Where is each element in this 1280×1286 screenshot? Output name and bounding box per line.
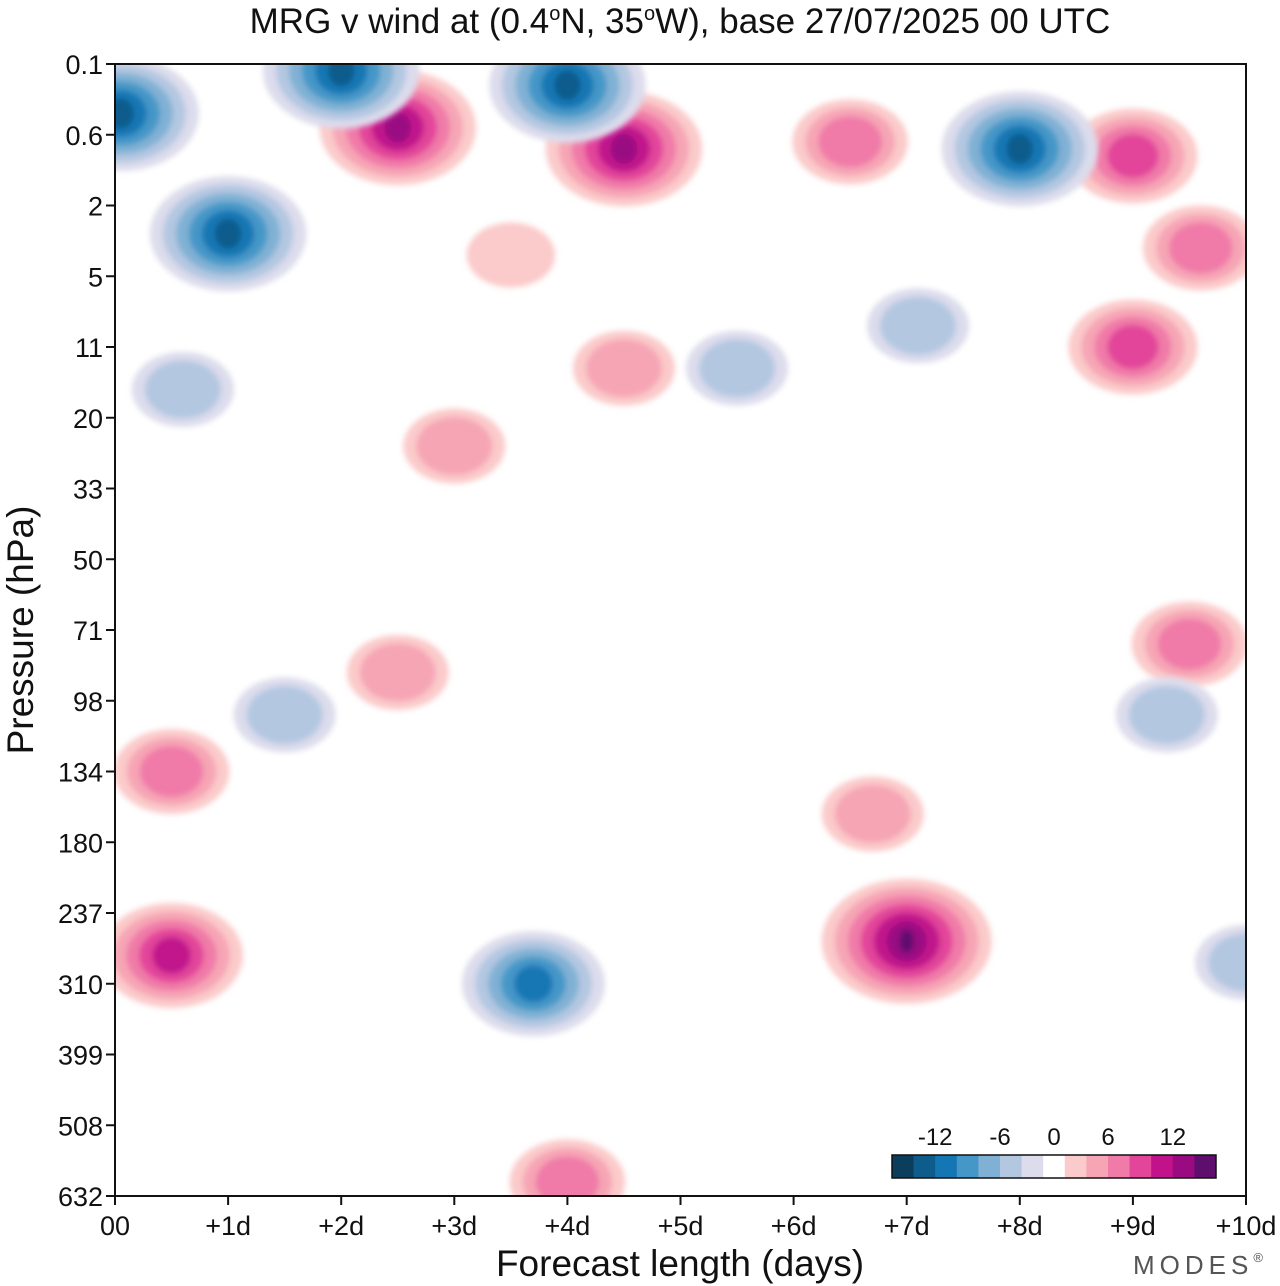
y-tick-label: 20 <box>73 404 103 434</box>
negative-0.6hPa-day8-level <box>1006 133 1033 164</box>
upper-trop-positive-day0-level <box>152 936 191 974</box>
upper-trop-positive-day7-level <box>899 929 914 953</box>
y-tick-label: 632 <box>58 1182 103 1212</box>
colorbar-swatch <box>978 1155 1001 1178</box>
y-tick-label: 134 <box>58 758 103 788</box>
positive-11hPa-day9-level <box>1107 325 1159 369</box>
positive-3hPa-day3.5-level <box>466 222 556 288</box>
colorbar-swatch <box>1151 1155 1174 1178</box>
negative-14hPa-day5.5-level <box>699 339 776 398</box>
positive-71hPa-day9-level <box>1157 618 1222 670</box>
y-tick-label: 5 <box>88 262 103 292</box>
y-tick-label: 2 <box>88 192 103 222</box>
negative-0.6hPa-day0-level <box>115 98 134 129</box>
y-tick-label: 98 <box>73 687 103 717</box>
positive-13hPa-day4.5-level <box>585 339 662 398</box>
y-tick-label: 50 <box>73 545 103 575</box>
x-tick-label: +5d <box>658 1211 704 1241</box>
y-tick-label: 310 <box>58 970 103 1000</box>
y-axis: 0.1 0.6 2 5 11 20 33 50 71 98 134 180 237 310 399 508 63… <box>58 50 115 1212</box>
upper-trop-negative-day3-4-level <box>514 965 553 1003</box>
chart-title: MRG v wind at (0.4oN, 35oW), base 27/07/… <box>250 2 1111 41</box>
y-tick-label: 180 <box>58 828 103 858</box>
colorbar-label: 6 <box>1101 1124 1114 1151</box>
colorbar-frame <box>891 1154 1217 1179</box>
x-tick-label: +2d <box>318 1211 364 1241</box>
colorbar-swatch <box>935 1155 958 1178</box>
y-tick-label: 0.6 <box>65 121 103 151</box>
colorbar-label: 0 <box>1047 1124 1060 1151</box>
x-tick-label: +10d <box>1216 1211 1277 1241</box>
y-axis-label: Pressure (hPa) <box>0 506 41 755</box>
colorbar-swatch <box>1086 1155 1109 1178</box>
negative-contours <box>115 64 1246 1037</box>
negative-98hPa-day1.5-level <box>246 685 323 744</box>
negative-98hPa-day9-level <box>1128 685 1205 744</box>
positive-contours <box>115 70 1246 1196</box>
positive-160hPa-day6.5-level <box>834 784 911 843</box>
negative-day10-level <box>1208 933 1246 992</box>
positive-25hPa-day3-level <box>416 417 493 476</box>
negative-0.1hPa-day2-level <box>328 64 355 87</box>
positive-day0-134hPa-level <box>139 746 204 797</box>
positive-1hPa-day4.5-level <box>610 133 638 164</box>
colorbar-label: 12 <box>1159 1124 1186 1151</box>
y-tick-label: 508 <box>58 1111 103 1141</box>
negative-0.1hPa-day4-level <box>554 70 581 101</box>
x-tick-label: +6d <box>771 1211 817 1241</box>
y-tick-label: 33 <box>73 475 103 505</box>
x-tick-label: +1d <box>205 1211 251 1241</box>
colorbar-swatch <box>1064 1155 1087 1178</box>
plot-background <box>115 64 1246 1196</box>
colorbar-label: -12 <box>918 1124 953 1151</box>
x-tick-label: 00 <box>100 1211 130 1241</box>
negative-15hPa-day0.5-level <box>144 360 221 419</box>
colorbar-swatch <box>1000 1155 1022 1178</box>
y-tick-label: 237 <box>58 899 103 929</box>
x-tick-label: +9d <box>1110 1211 1156 1241</box>
x-tick-label: +7d <box>884 1211 930 1241</box>
x-axis: 00 +1d +2d +3d +4d +5d +6d +7d +8d +9d +10d <box>100 1196 1276 1241</box>
colorbar-swatch <box>956 1155 979 1178</box>
contour-field <box>115 64 1246 1196</box>
x-tick-label: +4d <box>544 1211 590 1241</box>
negative-9hPa-day7-level <box>880 296 957 355</box>
positive-4hPa-day9.5-level <box>1168 222 1233 274</box>
colorbar-label: -6 <box>989 1124 1010 1151</box>
brand-logo: MODES® <box>1133 1250 1268 1280</box>
colorbar-swatch <box>1043 1155 1066 1178</box>
colorbar-swatch <box>1021 1155 1044 1178</box>
x-axis-label: Forecast length (days) <box>496 1243 864 1284</box>
colorbar-swatch <box>892 1155 914 1178</box>
positive-1hPa-day9-level <box>1107 133 1159 178</box>
positive-0.6hPa-day2.5-level <box>384 112 411 143</box>
y-tick-label: 399 <box>58 1041 103 1071</box>
x-tick-label: +8d <box>997 1211 1043 1241</box>
colorbar-swatch <box>1108 1155 1130 1178</box>
positive-1hPa-day6.5-level <box>818 116 882 168</box>
y-tick-label: 11 <box>75 333 103 363</box>
colorbar-swatch <box>1129 1155 1152 1178</box>
colorbar-swatch <box>913 1155 936 1178</box>
colorbar-swatch <box>1172 1155 1195 1178</box>
positive-71hPa-day2-level <box>359 643 436 702</box>
positive-bottom-day4-level <box>535 1156 600 1196</box>
colorbar: -12 -6 0 6 12 <box>891 1124 1217 1179</box>
x-tick-label: +3d <box>431 1211 477 1241</box>
y-tick-label: 0.1 <box>65 50 103 80</box>
colorbar-swatch <box>1194 1155 1217 1178</box>
negative-3hPa-day1-level <box>214 218 242 249</box>
y-tick-label: 71 <box>73 616 103 646</box>
